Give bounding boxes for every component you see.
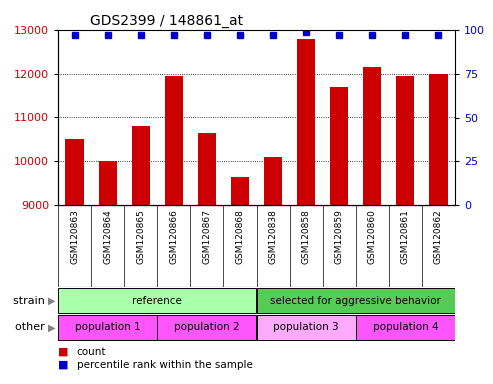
Bar (356, 314, 455, 341)
Text: ■: ■ (58, 360, 69, 370)
Text: GSM120865: GSM120865 (136, 209, 145, 264)
Bar (396, 76, 415, 205)
Text: ▶: ▶ (48, 323, 56, 333)
Text: GSM120866: GSM120866 (169, 209, 178, 264)
Text: GSM120863: GSM120863 (70, 209, 79, 264)
Text: GSM120862: GSM120862 (434, 209, 443, 264)
Text: percentile rank within the sample: percentile rank within the sample (77, 360, 252, 370)
Bar (66, 139, 84, 205)
Text: GSM120860: GSM120860 (368, 209, 377, 264)
Bar (58, 288, 256, 313)
Text: population 3: population 3 (273, 323, 339, 333)
Text: count: count (77, 347, 106, 357)
Text: GSM120864: GSM120864 (103, 209, 112, 264)
Text: GSM120838: GSM120838 (269, 209, 278, 264)
Bar (132, 126, 150, 205)
Bar (157, 314, 256, 341)
Text: population 2: population 2 (174, 323, 240, 333)
Bar (256, 314, 356, 341)
Text: GSM120858: GSM120858 (302, 209, 311, 264)
Text: ■: ■ (58, 347, 69, 357)
Text: population 4: population 4 (373, 323, 438, 333)
Bar (58, 314, 157, 341)
Text: strain: strain (13, 296, 48, 306)
Bar (99, 161, 117, 205)
Bar (330, 87, 349, 205)
Bar (165, 76, 183, 205)
Text: GSM120859: GSM120859 (335, 209, 344, 264)
Bar (198, 133, 216, 205)
Text: GSM120867: GSM120867 (202, 209, 211, 264)
Text: reference: reference (132, 296, 182, 306)
Text: selected for aggressive behavior: selected for aggressive behavior (270, 296, 441, 306)
Text: GSM120868: GSM120868 (236, 209, 245, 264)
Text: GDS2399 / 148861_at: GDS2399 / 148861_at (90, 13, 243, 28)
Text: ▶: ▶ (48, 296, 56, 306)
Bar (231, 177, 249, 205)
Bar (256, 288, 455, 313)
Bar (297, 39, 315, 205)
Bar (429, 74, 448, 205)
Bar (264, 157, 282, 205)
Text: GSM120861: GSM120861 (401, 209, 410, 264)
Text: other: other (15, 323, 48, 333)
Bar (363, 67, 382, 205)
Text: population 1: population 1 (75, 323, 141, 333)
